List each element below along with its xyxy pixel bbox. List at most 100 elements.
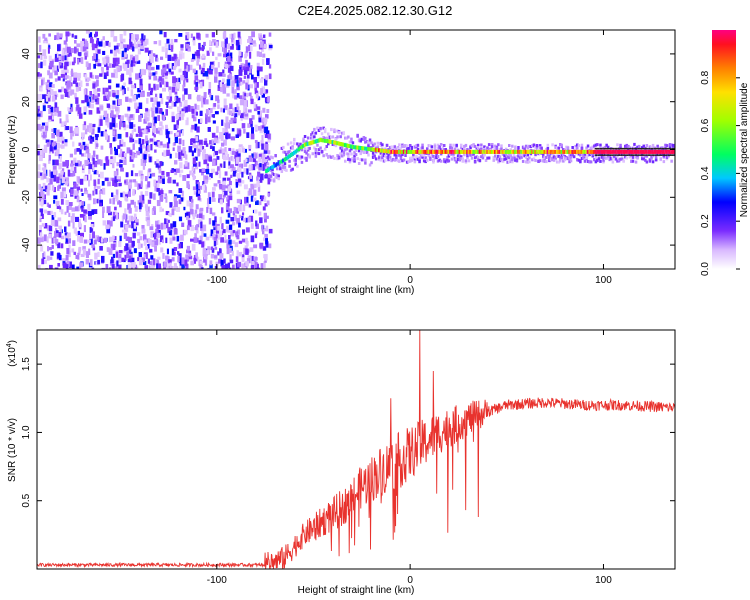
- spectrogram-cell: [187, 220, 192, 227]
- spectrogram-cell: [93, 91, 97, 95]
- spectrogram-cell: [208, 156, 213, 162]
- spectrogram-cell: [158, 266, 162, 269]
- spectrogram-cell: [622, 149, 625, 154]
- spectrogram-cell: [642, 149, 645, 154]
- spectrogram-cell: [231, 41, 234, 48]
- spectrogram-cell: [54, 35, 59, 40]
- spectrogram-cell: [334, 137, 338, 141]
- spectrogram-cell: [238, 251, 243, 257]
- spectrogram-cell: [258, 156, 262, 163]
- spectrogram-cell: [129, 149, 133, 156]
- spectrogram-cell: [475, 147, 478, 151]
- spectrogram-cell: [461, 157, 465, 161]
- spectrogram-cell: [245, 248, 249, 255]
- spectrogram-cell: [477, 143, 480, 147]
- spectrogram-cell: [371, 151, 375, 155]
- spectrogram-cell: [477, 146, 480, 149]
- spectrogram-cell: [137, 43, 141, 48]
- spectrogram-cell: [228, 49, 231, 54]
- spectrogram-cell: [314, 151, 318, 155]
- spectrogram-cell: [215, 41, 219, 48]
- spectrogram-cell: [306, 153, 310, 157]
- spectrogram-cell: [670, 147, 673, 150]
- spectrogram-cell: [161, 69, 164, 76]
- spectrogram-cell: [218, 149, 222, 154]
- spectrogram-cell: [150, 91, 153, 96]
- spectrogram-cell: [158, 76, 163, 81]
- spectrogram-cell: [171, 231, 176, 238]
- spectrogram-cell: [116, 45, 119, 51]
- spectrogram-cell: [371, 143, 375, 147]
- spectrogram-cell: [223, 258, 226, 264]
- spectrogram-cell: [201, 169, 204, 176]
- spectrogram-cell: [51, 185, 55, 191]
- spectrogram-cell: [548, 154, 551, 158]
- spectrogram-cell: [364, 161, 367, 165]
- spectrogram-cell: [78, 219, 81, 224]
- spectrogram-cell: [613, 147, 616, 150]
- spectrogram-cell: [603, 145, 607, 149]
- spectrogram-cell: [144, 114, 147, 119]
- spectrogram-cell: [401, 144, 404, 148]
- spectrogram-cell: [68, 108, 72, 113]
- spectrogram-cell: [525, 160, 528, 164]
- spectrogram-cell: [305, 151, 308, 155]
- spectrogram-cell: [40, 236, 44, 243]
- spectrogram-cell: [54, 238, 59, 245]
- spectrogram-cell: [256, 181, 260, 188]
- spectrogram-cell: [46, 89, 51, 94]
- spectrogram-cell: [456, 158, 460, 161]
- spectrogram-cell: [94, 252, 98, 260]
- spectrogram-cell: [84, 55, 87, 60]
- spectrogram-cell: [199, 144, 203, 152]
- spectrogram-cell: [594, 160, 598, 164]
- spectrogram-cell: [316, 151, 319, 155]
- spectrogram-cell: [606, 154, 610, 158]
- spectrogram-cell: [206, 202, 210, 210]
- spectrogram-cell: [67, 169, 71, 177]
- spectrogram-cell: [323, 138, 327, 143]
- spectrogram-cell: [283, 165, 287, 169]
- spectrogram-cell: [218, 194, 222, 199]
- spectrogram-cell: [266, 166, 270, 170]
- spectrogram-cell: [288, 150, 291, 154]
- spectrogram-cell: [616, 147, 619, 150]
- spectrogram-cell: [526, 158, 529, 161]
- spectrogram-cell: [594, 149, 598, 154]
- spectrogram-cell: [385, 143, 389, 147]
- spectrogram-cell: [197, 150, 201, 157]
- spectrogram-cell: [45, 139, 50, 143]
- spectrogram-cell: [670, 159, 673, 163]
- spectrogram-cell: [644, 158, 647, 162]
- spectrogram-cell: [668, 145, 672, 149]
- spectrogram-cell: [393, 149, 396, 154]
- spectrogram-cell: [211, 64, 215, 70]
- spectrogram-cell: [231, 167, 236, 171]
- spectrogram-cell: [43, 144, 48, 151]
- spectrogram-cell: [293, 150, 296, 155]
- spectrogram-cell: [606, 145, 610, 149]
- spectrogram-cell: [348, 144, 352, 149]
- spectrogram-cell: [274, 154, 277, 157]
- spectrogram-cell: [313, 127, 316, 131]
- spectrogram-cell: [105, 87, 109, 92]
- spectrogram-cell: [133, 124, 136, 128]
- spectrogram-cell: [74, 190, 78, 196]
- spectrogram-cell: [136, 232, 141, 236]
- spectrogram-cell: [276, 175, 279, 179]
- spectrogram-cell: [89, 233, 92, 240]
- spectrogram-cell: [74, 132, 79, 136]
- spectrogram-cell: [168, 212, 171, 216]
- spectrogram-cell: [228, 235, 231, 240]
- spectrogram-cell: [557, 149, 560, 154]
- spectrogram-cell: [151, 172, 156, 177]
- spectrogram-cell: [368, 147, 372, 152]
- spectrogram-cell: [328, 136, 331, 140]
- spectrogram-cell: [210, 95, 214, 101]
- spectrogram-cell: [178, 77, 181, 84]
- spectrogram-cell: [139, 92, 144, 98]
- spectrogram-cell: [523, 154, 526, 158]
- spectrogram-cell: [135, 106, 140, 113]
- spectrogram-cell: [43, 199, 47, 205]
- spectrogram-cell: [585, 149, 588, 154]
